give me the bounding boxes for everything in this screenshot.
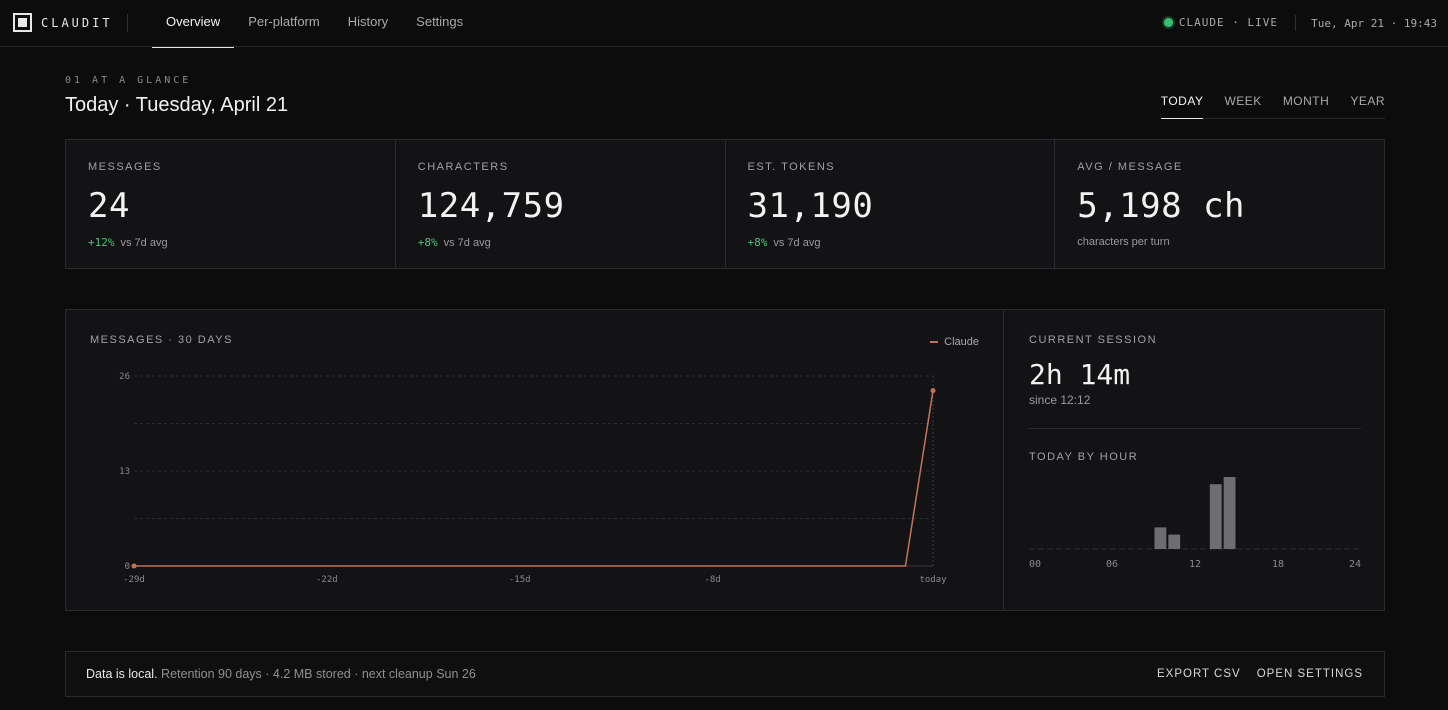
session-divider [1029, 428, 1361, 429]
y-tick-label: 0 [125, 562, 130, 572]
stat-card-tokens: EST. TOKENS 31,190 +8% vs 7d avg [726, 140, 1056, 268]
storage-info: Data is local. Retention 90 days · 4.2 M… [86, 667, 476, 681]
range-week[interactable]: WEEK [1224, 94, 1262, 108]
hourly-label: TODAY BY HOUR [1029, 451, 1139, 463]
hour-tick-label: 06 [1106, 559, 1118, 570]
x-tick-label: -29d [123, 575, 145, 585]
stat-label: EST. TOKENS [747, 161, 836, 173]
current-session: CURRENT SESSION 2h 14m since 12:12 [1029, 334, 1361, 407]
stat-cards: MESSAGES 24 +12% vs 7d avg CHARACTERS 124… [65, 139, 1385, 269]
stat-note: vs 7d avg [773, 237, 821, 249]
stat-delta: +8% [417, 236, 438, 249]
series-line-claude [134, 390, 934, 567]
stat-value: 31,190 [747, 186, 874, 226]
session-duration: 2h 14m [1029, 358, 1131, 391]
stat-sub: +12% vs 7d avg [88, 236, 373, 249]
chart-title: MESSAGES · 30 DAYS [90, 334, 233, 346]
stat-note: vs 7d avg [443, 237, 491, 249]
range-month[interactable]: MONTH [1282, 94, 1330, 108]
top-bar: CLAUDIT Overview Per-platform History Se… [0, 0, 1448, 48]
hour-tick-label: 12 [1189, 559, 1201, 570]
hour-tick-label: 00 [1029, 559, 1041, 570]
x-tick-label: -8d [704, 575, 720, 585]
hour-bar [1168, 534, 1181, 549]
hour-tick-label: 24 [1349, 559, 1361, 570]
session-label: CURRENT SESSION [1029, 334, 1158, 346]
stat-sub: +8% vs 7d avg [748, 236, 1033, 249]
activity-panel: MESSAGES · 30 DAYS Claude 0 13 26 -29d -22d -… [65, 309, 1385, 611]
stat-value: 124,759 [417, 186, 565, 226]
legend-swatch [930, 341, 939, 343]
hour-bar [1154, 527, 1167, 549]
app-name: CLAUDIT [41, 15, 113, 30]
stat-note: vs 7d avg [120, 237, 168, 249]
stat-value: 24 [88, 186, 130, 226]
page-title: Today · Tuesday, April 21 [65, 94, 289, 116]
stat-delta: +12% [88, 236, 115, 249]
x-tick-label: -15d [509, 575, 531, 585]
stat-note: characters per turn [1077, 236, 1170, 248]
x-tick-label: -22d [316, 575, 338, 585]
open-settings-button[interactable]: OPEN SETTINGS [1256, 668, 1363, 680]
legend-label: Claude [944, 336, 979, 348]
status-divider [1295, 15, 1296, 31]
series-point [930, 388, 936, 394]
x-tick-label: today [919, 575, 947, 585]
y-tick-label: 26 [119, 372, 130, 382]
stat-card-messages: MESSAGES 24 +12% vs 7d avg [66, 140, 396, 268]
y-tick-label: 13 [119, 467, 130, 477]
nav-history[interactable]: History [347, 14, 389, 29]
stat-sub: +8% vs 7d avg [418, 236, 703, 249]
nav-overview[interactable]: Overview [152, 0, 235, 48]
hour-bar [1209, 484, 1222, 549]
brand[interactable]: CLAUDIT [13, 13, 113, 32]
stat-sub: characters per turn [1077, 236, 1362, 248]
range-tabs: TODAY WEEK MONTH YEAR [1160, 82, 1385, 119]
stat-label: CHARACTERS [417, 161, 509, 173]
main-nav: Overview Per-platform History Settings [152, 0, 477, 48]
square-logo-icon [13, 13, 32, 32]
hour-bar [1223, 477, 1236, 549]
current-datetime: Tue, Apr 21 · 19:43 [1311, 17, 1437, 30]
session-since: since 12:12 [1029, 393, 1091, 407]
series-point [131, 563, 137, 569]
brand-divider [127, 14, 128, 32]
live-status: CLAUDE · LIVE [1163, 16, 1278, 29]
stat-card-avg-message: AVG / MESSAGE 5,198 ch characters per tu… [1055, 140, 1384, 268]
footer-actions: EXPORT CSV OPEN SETTINGS [1141, 668, 1363, 680]
stat-label: MESSAGES [88, 161, 162, 173]
line-chart-svg: 0 13 26 -29d -22d -15d -8d today [119, 372, 947, 585]
nav-settings[interactable]: Settings [416, 14, 464, 29]
live-dot-icon [1163, 18, 1173, 27]
range-today[interactable]: TODAY [1160, 82, 1204, 119]
stat-label: AVG / MESSAGE [1077, 161, 1183, 173]
stat-card-characters: CHARACTERS 124,759 +8% vs 7d avg [396, 140, 726, 268]
nav-per-platform[interactable]: Per-platform [248, 14, 320, 29]
export-csv-button[interactable]: EXPORT CSV [1156, 668, 1241, 680]
section-kicker: 01 AT A GLANCE [65, 75, 192, 86]
stat-value: 5,198 ch [1077, 186, 1246, 226]
chart-legend: Claude [930, 336, 979, 348]
messages-chart: MESSAGES · 30 DAYS Claude 0 13 26 -29d -22d -… [66, 310, 1004, 610]
hour-tick-label: 18 [1272, 559, 1284, 570]
footer-bar: Data is local. Retention 90 days · 4.2 M… [65, 651, 1385, 697]
storage-info-lead: Data is local. [86, 667, 158, 681]
stat-delta: +8% [747, 236, 768, 249]
hourly-chart-svg: 00 06 12 18 24 [1029, 477, 1361, 570]
live-status-label: CLAUDE · LIVE [1178, 16, 1278, 29]
range-year[interactable]: YEAR [1350, 94, 1385, 108]
